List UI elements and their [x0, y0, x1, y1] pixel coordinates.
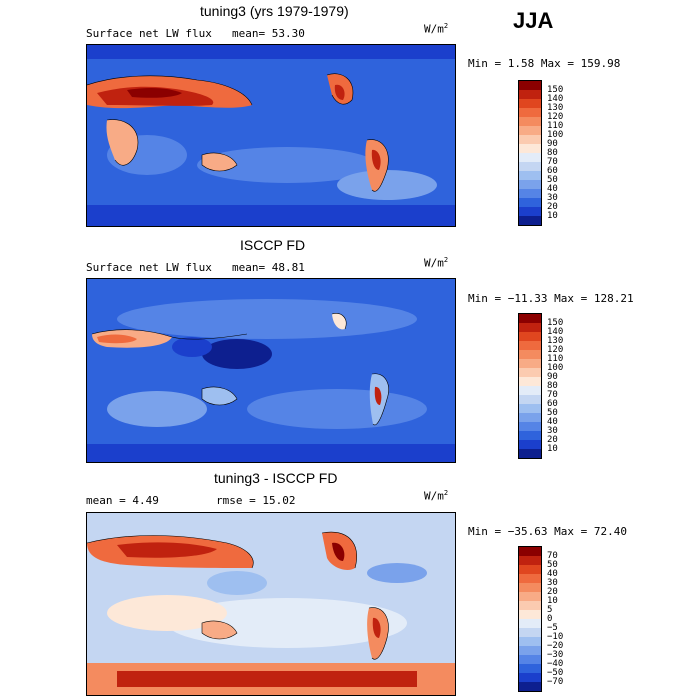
field-label: Surface net LW flux [86, 27, 212, 40]
colorbar [518, 80, 542, 226]
map-surface-lw-flux-difference [86, 512, 456, 696]
units-label: W/m2 [424, 22, 449, 36]
map-surface-lw-flux-isccp [86, 278, 456, 463]
rmse-label: rmse = 15.02 [216, 494, 296, 507]
colorbar [518, 546, 542, 692]
panel-title: ISCCP FD [240, 237, 306, 253]
map-surface-lw-flux-model [86, 44, 456, 227]
min-max-label: Min = −11.33 Max = 128.21 [468, 292, 634, 305]
mean-label: mean= 53.30 [232, 27, 305, 40]
mean-label: mean= 48.81 [232, 261, 305, 274]
units-label: W/m2 [424, 256, 449, 270]
min-max-label: Min = −35.63 Max = 72.40 [468, 525, 627, 538]
panel-title: tuning3 - ISCCP FD [214, 470, 338, 486]
field-label: Surface net LW flux [86, 261, 212, 274]
units-label: W/m2 [424, 489, 449, 503]
colorbar [518, 313, 542, 459]
min-max-label: Min = 1.58 Max = 159.98 [468, 57, 621, 70]
panel-title: tuning3 (yrs 1979-1979) [200, 3, 349, 19]
season-label: JJA [513, 8, 554, 33]
mean-label: mean = 4.49 [86, 494, 159, 507]
